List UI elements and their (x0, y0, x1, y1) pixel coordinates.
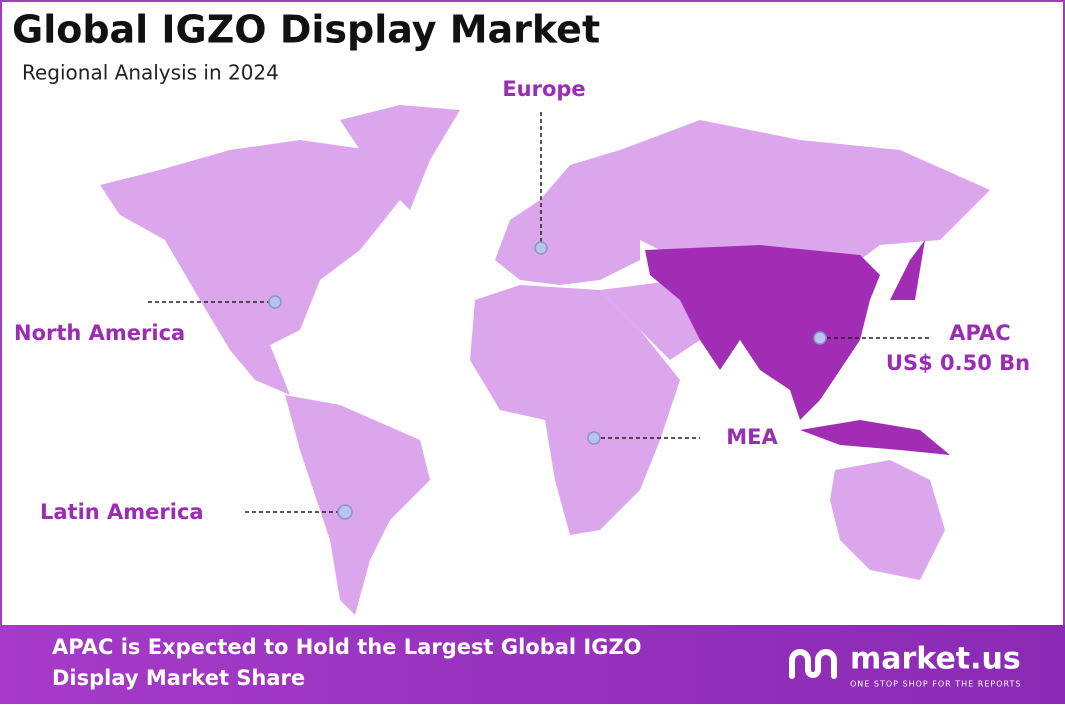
logo-icon (789, 649, 837, 679)
footer-band (0, 625, 1065, 704)
region-dot (587, 431, 601, 445)
north-america (100, 140, 400, 395)
region-label: Latin America (40, 500, 204, 524)
apac-islands (800, 420, 950, 455)
apac-mainland (645, 245, 880, 420)
logo-name: market.us (850, 642, 1021, 677)
middle-east (600, 280, 700, 360)
region-dot (813, 331, 827, 345)
logo: market.us ONE STOP SHOP FOR THE REPORTS (789, 642, 1021, 689)
title: Global IGZO Display Market (12, 8, 600, 52)
region-label: North America (14, 321, 185, 345)
africa (470, 285, 680, 535)
region-dot (268, 295, 282, 309)
europe (495, 150, 640, 285)
region-label: Europe (502, 77, 585, 101)
greenland (340, 105, 460, 210)
australia (830, 460, 945, 580)
latin-america (285, 395, 430, 615)
region-label: APAC (949, 321, 1010, 345)
world-map (100, 105, 990, 615)
footer-text: APAC is Expected to Hold the Largest Glo… (52, 635, 642, 659)
region-label: MEA (726, 425, 778, 449)
logo-tagline: ONE STOP SHOP FOR THE REPORTS (850, 680, 1021, 689)
region-dot (337, 504, 353, 520)
japan (890, 240, 925, 300)
subtitle: Regional Analysis in 2024 (22, 61, 279, 85)
region-value: US$ 0.50 Bn (886, 351, 1030, 375)
north-asia (620, 120, 990, 260)
footer-text: Display Market Share (52, 666, 305, 690)
region-dot (534, 241, 548, 255)
